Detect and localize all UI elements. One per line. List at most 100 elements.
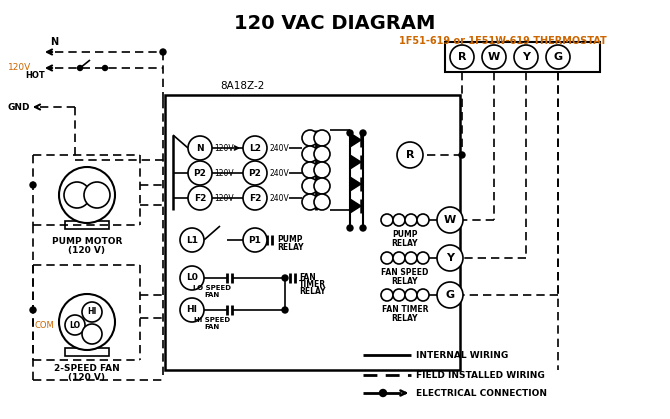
Bar xyxy=(165,95,460,370)
Text: 8A18Z-2: 8A18Z-2 xyxy=(220,81,265,91)
Circle shape xyxy=(381,289,393,301)
Circle shape xyxy=(314,194,330,210)
Circle shape xyxy=(417,252,429,264)
Text: RELAY: RELAY xyxy=(392,277,418,286)
Circle shape xyxy=(65,315,85,335)
Text: (120 V): (120 V) xyxy=(68,246,105,255)
Circle shape xyxy=(59,294,115,350)
Text: F2: F2 xyxy=(194,194,206,202)
Circle shape xyxy=(347,225,353,231)
Text: TIMER: TIMER xyxy=(299,280,326,289)
Text: W: W xyxy=(488,52,500,62)
Text: 120V: 120V xyxy=(214,194,234,202)
Text: PUMP MOTOR: PUMP MOTOR xyxy=(52,237,122,246)
Text: 120V: 120V xyxy=(8,63,31,72)
Circle shape xyxy=(243,136,267,160)
Text: COM: COM xyxy=(34,321,54,329)
Bar xyxy=(65,221,109,229)
Circle shape xyxy=(417,289,429,301)
Text: HI SPEED: HI SPEED xyxy=(194,317,230,323)
Text: P1: P1 xyxy=(249,235,261,245)
Circle shape xyxy=(302,130,318,146)
Text: 240V: 240V xyxy=(269,168,289,178)
Text: INTERNAL WIRING: INTERNAL WIRING xyxy=(416,351,509,360)
Circle shape xyxy=(243,228,267,252)
Circle shape xyxy=(314,146,330,162)
Circle shape xyxy=(302,178,318,194)
Circle shape xyxy=(379,390,387,396)
Text: Y: Y xyxy=(446,253,454,263)
Circle shape xyxy=(314,130,330,146)
Text: FAN: FAN xyxy=(299,273,316,282)
Circle shape xyxy=(59,167,115,223)
Circle shape xyxy=(282,275,288,281)
Circle shape xyxy=(314,162,330,178)
Text: 120 VAC DIAGRAM: 120 VAC DIAGRAM xyxy=(234,14,436,33)
Text: 120V: 120V xyxy=(214,143,234,153)
Text: L0: L0 xyxy=(186,274,198,282)
Text: RELAY: RELAY xyxy=(299,287,326,296)
Text: P2: P2 xyxy=(249,168,261,178)
Text: RELAY: RELAY xyxy=(277,243,304,252)
Circle shape xyxy=(188,136,212,160)
Circle shape xyxy=(393,214,405,226)
Circle shape xyxy=(243,161,267,185)
Polygon shape xyxy=(350,177,361,191)
Circle shape xyxy=(180,266,204,290)
Text: L1: L1 xyxy=(186,235,198,245)
Text: LO SPEED: LO SPEED xyxy=(193,285,231,291)
Circle shape xyxy=(314,178,330,194)
Text: RELAY: RELAY xyxy=(392,239,418,248)
Circle shape xyxy=(405,214,417,226)
Circle shape xyxy=(78,65,82,70)
Bar xyxy=(445,42,600,72)
Text: P2: P2 xyxy=(194,168,206,178)
Circle shape xyxy=(393,289,405,301)
Text: HI: HI xyxy=(87,308,96,316)
Circle shape xyxy=(459,152,465,158)
Text: RELAY: RELAY xyxy=(392,314,418,323)
Circle shape xyxy=(180,228,204,252)
Text: Y: Y xyxy=(522,52,530,62)
Circle shape xyxy=(437,282,463,308)
Circle shape xyxy=(302,194,318,210)
Text: GND: GND xyxy=(8,103,31,111)
Text: R: R xyxy=(458,52,466,62)
Circle shape xyxy=(437,207,463,233)
Circle shape xyxy=(437,245,463,271)
Circle shape xyxy=(450,45,474,69)
Circle shape xyxy=(64,182,90,208)
Text: 2-SPEED FAN: 2-SPEED FAN xyxy=(54,364,120,373)
Circle shape xyxy=(405,252,417,264)
Text: HOT: HOT xyxy=(25,71,45,80)
Text: R: R xyxy=(406,150,414,160)
Circle shape xyxy=(360,130,366,136)
Circle shape xyxy=(243,186,267,210)
Circle shape xyxy=(417,214,429,226)
Circle shape xyxy=(302,162,318,178)
Circle shape xyxy=(397,142,423,168)
Circle shape xyxy=(302,146,318,162)
Text: G: G xyxy=(446,290,454,300)
Text: HI: HI xyxy=(186,305,198,315)
Text: LO: LO xyxy=(70,321,80,329)
Circle shape xyxy=(482,45,506,69)
Circle shape xyxy=(30,182,36,188)
Text: FAN SPEED: FAN SPEED xyxy=(381,268,429,277)
Polygon shape xyxy=(350,155,361,169)
Text: 240V: 240V xyxy=(269,143,289,153)
Circle shape xyxy=(180,298,204,322)
Text: N: N xyxy=(50,37,58,47)
Text: FAN: FAN xyxy=(204,324,220,330)
Circle shape xyxy=(381,214,393,226)
Text: L2: L2 xyxy=(249,143,261,153)
Circle shape xyxy=(405,289,417,301)
Bar xyxy=(65,348,109,356)
Circle shape xyxy=(514,45,538,69)
Text: (120 V): (120 V) xyxy=(68,373,105,382)
Circle shape xyxy=(82,302,102,322)
Circle shape xyxy=(347,130,353,136)
Text: N: N xyxy=(196,143,204,153)
Circle shape xyxy=(282,307,288,313)
Text: FAN TIMER: FAN TIMER xyxy=(382,305,428,314)
